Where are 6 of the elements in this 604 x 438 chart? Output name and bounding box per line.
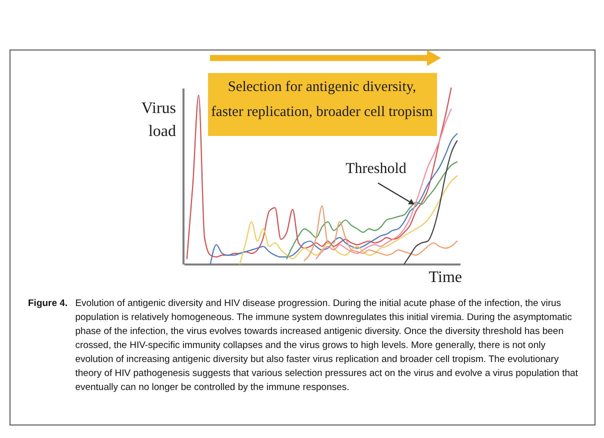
caption: Figure 4. <box>28 298 68 309</box>
y-axis-title: Virus load <box>141 100 176 140</box>
annotation: Threshold <box>346 161 407 177</box>
annotation: Selection for antigenic diversity, faster replication, broader cell tropism <box>211 79 434 120</box>
text: Evolution of antigenic diversity and HIV disease progression. During the initial acute phase of the infection, the virus population is relatively homogeneous. The immune system downregulates this initial viremia. During the asymptomatic phase of the infection, the virus evolves towards increased antigenic diversity. Once the diversity threshold has been crossed, the HIV-specific immunity collapses and the virus grows to high levels. More generally, there is not only evolution of increasing antigenic diversity but also faster virus replication and broader cell tropism. The evolutionary theory of HIV pathogenesis suggests that various selection pressures act on the virus and evolve a virus population that eventually can no longer be controlled by the immune responses. <box>75 298 578 393</box>
x-axis-title: Time <box>428 269 462 286</box>
